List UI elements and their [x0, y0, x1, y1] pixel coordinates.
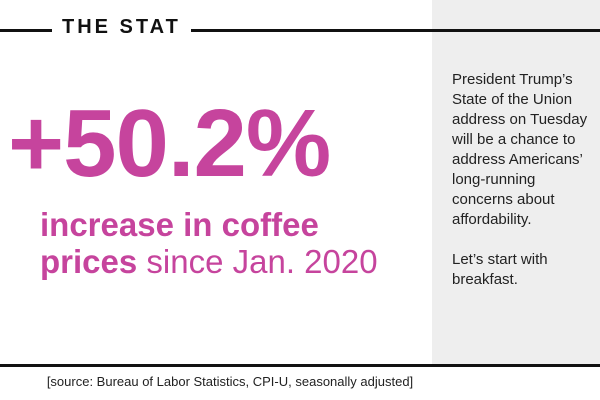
top-rule [0, 29, 600, 32]
paragraph: Let’s start with breakfast. [452, 251, 548, 288]
headline-bold: increase in coffee prices [40, 206, 319, 280]
paragraph: President Trump’s State of the Union add… [452, 71, 588, 228]
source: [source: Bureau of Labor Statistics, CPI… [46, 374, 414, 389]
bottom-rule [0, 364, 600, 367]
headline-rest: since Jan. 2020 [146, 243, 378, 280]
big-stat: +50.2% [8, 90, 331, 197]
kicker: THE STAT [52, 16, 191, 39]
side-text: President Trump’s State of the Union add… [452, 70, 592, 310]
side-panel [432, 0, 600, 365]
kicker-text: THE STAT [52, 16, 191, 38]
headline: increase in coffee prices since Jan. 202… [40, 206, 425, 280]
